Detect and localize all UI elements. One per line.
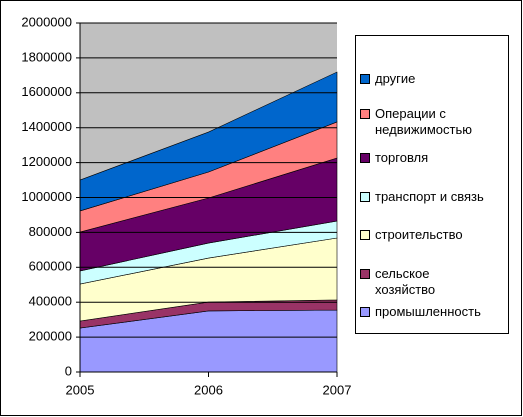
- y-tick-label: 0: [65, 363, 72, 378]
- y-tick-label: 600000: [29, 259, 72, 274]
- y-tick-label: 1800000: [21, 49, 72, 64]
- y-tick-label: 800000: [29, 224, 72, 239]
- y-tick-label: 2000000: [21, 14, 72, 29]
- legend-swatch: [360, 307, 370, 317]
- legend-swatch: [360, 109, 370, 119]
- y-tick-label: 200000: [29, 329, 72, 344]
- legend: другие Операции с недвижимостью торговля тр…: [355, 35, 509, 334]
- legend-label: строительство: [375, 227, 463, 242]
- y-tick-label: 1200000: [21, 154, 72, 169]
- x-tick-label: 2005: [66, 382, 95, 397]
- legend-swatch: [360, 74, 370, 84]
- legend-label: торговля: [375, 150, 429, 165]
- legend-swatch: [360, 230, 370, 240]
- y-tick-label: 1600000: [21, 84, 72, 99]
- legend-label: промышленность: [375, 304, 481, 319]
- x-tick-label: 2007: [323, 382, 352, 397]
- legend-swatch: [360, 192, 370, 202]
- legend-label: другие: [375, 71, 416, 86]
- y-tick-label: 400000: [29, 294, 72, 309]
- x-tick-label: 2006: [194, 382, 223, 397]
- legend-label: сельское хозяйство: [375, 266, 436, 297]
- legend-label: Операции с недвижимостью: [375, 106, 472, 137]
- legend-swatch: [360, 269, 370, 279]
- legend-swatch: [360, 153, 370, 163]
- y-tick-label: 1400000: [21, 119, 72, 134]
- y-tick-label: 1000000: [21, 189, 72, 204]
- legend-label: транспорт и связь: [375, 189, 484, 204]
